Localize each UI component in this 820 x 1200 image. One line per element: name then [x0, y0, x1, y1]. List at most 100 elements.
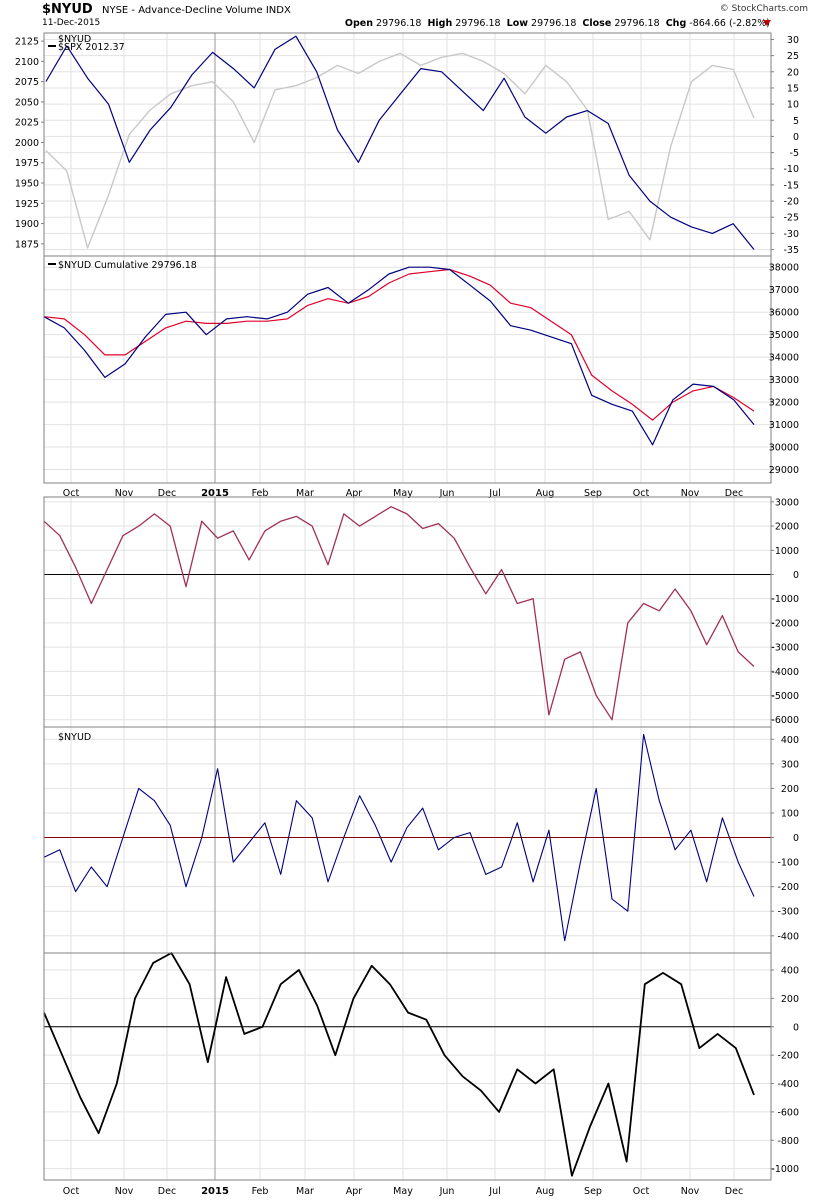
tick-label: 5	[793, 116, 799, 127]
tick-label: 37000	[769, 285, 799, 296]
tick-label: 200	[781, 784, 799, 795]
panel-2-series-line-2	[43, 268, 755, 421]
tick-label: 2050	[15, 97, 39, 108]
x-tick-label: Jul	[488, 1186, 500, 1197]
high-value: 29796.18	[455, 18, 501, 29]
tick-label: -5	[790, 148, 799, 159]
panel-5-grid	[44, 953, 771, 1180]
tick-label: 20	[787, 67, 799, 78]
tick-label: -1000	[771, 594, 799, 605]
x-tick-label: Oct	[63, 488, 80, 499]
x-axis-2: Oct Nov Dec 2015 Feb Mar Apr May Jun Jul Aug Sep Oct…	[63, 1186, 743, 1197]
legend-label: $NYUD Cumulative 29796.18	[58, 260, 197, 271]
panel-2-right-axis: 29000 30000 31000 32000 33000 34000 35000 36000…	[769, 263, 799, 476]
panel-1-series-line-2	[45, 52, 755, 249]
x-tick-label: Oct	[63, 1186, 80, 1197]
tick-label: 2000	[15, 138, 39, 149]
stockcharts-credit[interactable]: © StockCharts.com	[719, 4, 808, 14]
tick-label: 34000	[769, 353, 799, 364]
panel-3-right-axis: -6000 -5000 -4000 -3000 -2000 -1000 0 1000 2000 3…	[771, 497, 799, 726]
x-tick-label: Sep	[584, 1186, 602, 1197]
tick-label: -35	[783, 245, 799, 256]
panel-4-grid	[44, 727, 771, 953]
open-value: 29796.18	[376, 18, 422, 29]
x-tick-label: Dec	[725, 488, 743, 499]
x-tick-label: Sep	[584, 488, 602, 499]
x-tick-label: 2015	[201, 488, 229, 499]
panel-2-grid	[44, 256, 771, 483]
tick-label: 100	[781, 808, 799, 819]
low-label: Low	[506, 18, 528, 29]
high-label: High	[427, 18, 453, 29]
x-tick-label: Nov	[681, 1186, 700, 1197]
x-tick-label: Mar	[296, 1186, 314, 1197]
close-label: Close	[582, 18, 612, 29]
chart-header: $NYUD NYSE - Advance-Decline Volume INDX…	[0, 0, 820, 34]
tick-label: -6000	[771, 715, 799, 726]
tick-label: 36000	[769, 308, 799, 319]
tick-label: 1900	[15, 219, 39, 230]
tick-label: 25	[787, 51, 799, 62]
tick-label: 300	[781, 759, 799, 770]
x-axis-1: Oct Nov Dec 2015 Feb Mar Apr May Jun Jul Aug Sep Oct…	[63, 488, 743, 499]
tick-label: 1975	[15, 158, 39, 169]
tick-label: 2025	[15, 118, 39, 129]
panel-4-right-axis: -400 -300 -200 -100 0 100 200 300 400	[771, 735, 799, 942]
panel-3-series-line-1	[43, 506, 755, 721]
tick-label: 30000	[769, 443, 799, 454]
tick-label: 200	[781, 994, 799, 1005]
x-tick-label: Nov	[115, 488, 134, 499]
panel-1-grid	[44, 33, 771, 256]
x-tick-label: Mar	[296, 488, 314, 499]
tick-label: -3000	[771, 643, 799, 654]
x-tick-label: Jul	[488, 488, 500, 499]
tick-label: 30	[787, 35, 799, 46]
tick-label: 0	[793, 833, 799, 844]
tick-label: 10	[787, 100, 799, 111]
tick-label: 0	[793, 570, 799, 581]
tick-label: 2125	[15, 37, 39, 48]
legend-label: $NYUD	[58, 34, 91, 45]
tick-label: 33000	[769, 375, 799, 386]
tick-label: -400	[777, 1079, 799, 1090]
panel-1-frame	[43, 32, 772, 257]
chg-label: Chg	[665, 18, 687, 29]
tick-label: -200	[777, 1051, 799, 1062]
tick-label: 32000	[769, 398, 799, 409]
panel-5-series-line-1	[43, 952, 755, 1177]
x-tick-label: Jun	[439, 1186, 455, 1197]
x-tick-label: Aug	[536, 488, 555, 499]
panel-4-series-line-1	[43, 733, 755, 942]
tick-label: 31000	[769, 420, 799, 431]
tick-label: 1925	[15, 199, 39, 210]
panel-1-left-axis: 1875 1900 1925 1950 1975 2000 2025 2050 2075 2100…	[15, 37, 44, 250]
panel-5-frame	[43, 952, 772, 1181]
tick-label: -800	[777, 1136, 799, 1147]
tick-label: -4000	[771, 667, 799, 678]
symbol-description: NYSE - Advance-Decline Volume INDX	[102, 5, 291, 16]
tick-label: -20	[783, 197, 799, 208]
tick-label: 1000	[775, 546, 799, 557]
tick-label: -2000	[771, 618, 799, 629]
tick-label: -5000	[771, 691, 799, 702]
x-tick-label: 2015	[201, 1186, 229, 1197]
tick-label: 1950	[15, 179, 39, 190]
x-tick-label: Feb	[252, 488, 269, 499]
tick-label: -600	[777, 1107, 799, 1118]
chart-date: 11-Dec-2015	[42, 18, 101, 28]
tick-label: 0	[793, 132, 799, 143]
low-value: 29796.18	[531, 18, 577, 29]
x-tick-label: May	[393, 488, 413, 499]
tick-label: -200	[777, 882, 799, 893]
panel-3-frame	[43, 496, 772, 728]
x-tick-label: Aug	[536, 1186, 555, 1197]
x-tick-label: Nov	[681, 488, 700, 499]
quote-line: Open 29796.18 High 29796.18 Low 29796.18…	[345, 18, 770, 29]
tick-label: 38000	[769, 263, 799, 274]
tick-label: -10	[783, 164, 799, 175]
tick-label: -400	[777, 931, 799, 942]
x-tick-label: Nov	[115, 1186, 134, 1197]
x-tick-label: Oct	[633, 1186, 650, 1197]
